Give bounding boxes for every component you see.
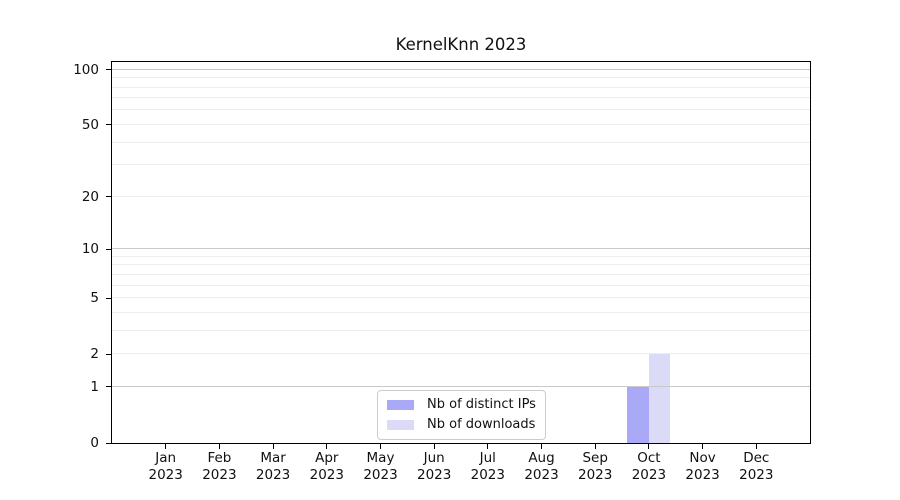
grid-layer [112, 62, 810, 443]
y-tick-label-1: 1 [90, 378, 99, 395]
y-tick-50 [106, 124, 112, 126]
x-tick-label-jul-2023: Jul 2023 [470, 450, 505, 483]
legend-label-distinct-ips: Nb of distinct IPs [427, 397, 536, 412]
y-tick-100 [106, 69, 112, 71]
gridline-minor-6 [112, 284, 810, 286]
legend-swatch-distinct-ips [387, 400, 414, 410]
legend-item-downloads: Nb of downloads [387, 416, 536, 434]
gridline-minor-30 [112, 164, 810, 166]
x-tick-label-oct-2023: Oct 2023 [631, 450, 667, 483]
y-tick-label-10: 10 [81, 241, 99, 257]
y-tick-0 [106, 442, 112, 444]
x-tick-label-may-2023: May 2023 [363, 450, 398, 483]
legend-swatch-downloads [387, 420, 414, 430]
x-tick-label-jun-2023: Jun 2023 [417, 450, 452, 483]
x-tick-label-mar-2023: Mar 2023 [255, 450, 291, 483]
y-tick-label-50: 50 [81, 116, 99, 133]
gridline-minor-80 [112, 86, 810, 88]
y-tick-20 [106, 196, 112, 198]
x-tick-jun-2023 [433, 444, 435, 449]
x-tick-aug-2023 [541, 444, 542, 449]
y-tick-2 [106, 353, 112, 355]
x-tick-apr-2023 [326, 444, 328, 449]
x-tick-label-apr-2023: Apr 2023 [309, 450, 344, 483]
x-tick-nov-2023 [702, 444, 704, 449]
bar-nb-of-downloads-oct-2023 [648, 354, 671, 443]
gridline-minor-5 [112, 297, 810, 298]
x-tick-feb-2023 [218, 444, 220, 449]
bar-nb-of-distinct-ips-oct-2023 [627, 386, 649, 443]
y-tick-label-5: 5 [90, 290, 99, 306]
gridline-major-1 [112, 385, 810, 387]
x-tick-label-sep-2023: Sep 2023 [578, 450, 613, 483]
chart-title: KernelKnn 2023 [395, 35, 527, 54]
x-tick-dec-2023 [755, 444, 757, 449]
legend-label-downloads: Nb of downloads [427, 417, 536, 432]
gridline-minor-90 [112, 77, 810, 79]
gridline-minor-2 [112, 353, 810, 355]
gridline-minor-50 [112, 123, 810, 125]
gridline-minor-7 [112, 273, 810, 275]
x-tick-label-dec-2023: Dec 2023 [739, 450, 774, 483]
y-tick-label-0: 0 [90, 435, 99, 451]
x-tick-label-feb-2023: Feb 2023 [202, 450, 237, 483]
y-tick-label-2: 2 [90, 346, 99, 363]
x-tick-oct-2023 [648, 444, 650, 449]
gridline-major-100 [112, 68, 810, 70]
gridline-major-10 [112, 248, 810, 249]
x-tick-label-nov-2023: Nov 2023 [685, 450, 720, 483]
plot-area: Nb of distinct IPs Nb of downloads [111, 61, 811, 444]
gridline-minor-40 [112, 141, 810, 143]
y-tick-1 [106, 386, 112, 388]
gridline-minor-4 [112, 311, 810, 313]
x-tick-mar-2023 [272, 444, 274, 449]
gridline-minor-3 [112, 329, 810, 331]
x-tick-jul-2023 [487, 444, 489, 449]
x-tick-jan-2023 [165, 444, 167, 449]
y-tick-label-100: 100 [73, 61, 99, 78]
x-tick-sep-2023 [594, 444, 596, 449]
legend: Nb of distinct IPs Nb of downloads [377, 390, 546, 440]
y-tick-10 [106, 248, 112, 250]
x-tick-may-2023 [380, 444, 381, 449]
y-tick-5 [106, 297, 112, 299]
x-tick-label-jan-2023: Jan 2023 [148, 450, 183, 483]
gridline-minor-8 [112, 264, 810, 266]
gridline-minor-60 [112, 109, 810, 111]
bars-layer [112, 62, 810, 443]
y-tick-label-20: 20 [81, 188, 99, 205]
gridline-minor-20 [112, 195, 810, 197]
legend-item-distinct-ips: Nb of distinct IPs [387, 396, 536, 414]
gridline-minor-9 [112, 255, 810, 257]
gridline-minor-70 [112, 97, 810, 99]
x-tick-label-aug-2023: Aug 2023 [524, 450, 559, 483]
